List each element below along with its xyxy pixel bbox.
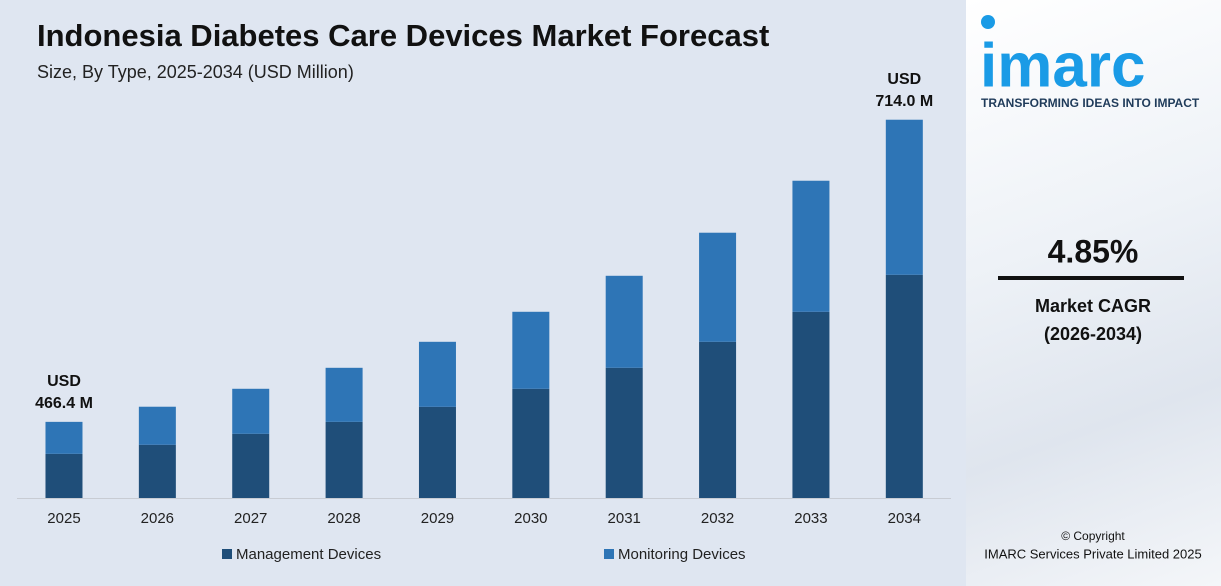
bar-segment <box>792 180 830 312</box>
x-tick-label: 2025 <box>47 510 80 527</box>
cagr-label: Market CAGR <box>1035 296 1151 316</box>
bar-segment <box>885 119 923 275</box>
bar-segment <box>138 406 176 445</box>
cagr-value: 4.85% <box>1048 233 1139 269</box>
sidebar-graphic: imarc TRANSFORMING IDEAS INTO IMPACT 4.8… <box>980 15 1202 561</box>
total-label: 714.0 M <box>875 93 933 110</box>
cagr-period: (2026-2034) <box>1044 324 1142 344</box>
bar-segment <box>885 274 923 498</box>
logo: imarc <box>980 31 1145 100</box>
total-label: USD <box>47 373 81 390</box>
total-label: USD <box>887 71 921 88</box>
bar-segment <box>699 341 737 498</box>
copyright: © Copyright <box>1061 529 1125 543</box>
bar-segment <box>699 232 737 342</box>
x-tick-label: 2028 <box>327 510 360 527</box>
bar-segment <box>512 388 550 498</box>
x-tick-label: 2032 <box>701 510 734 527</box>
x-tick-label: 2033 <box>794 510 827 527</box>
bar-segment <box>512 311 550 389</box>
bar-segment <box>792 311 830 498</box>
chart-subtitle: Size, By Type, 2025-2034 (USD Million) <box>37 62 354 82</box>
x-tick-label: 2026 <box>141 510 174 527</box>
bar-segment <box>418 406 456 498</box>
bar-segment <box>45 421 83 454</box>
x-tick-label: 2031 <box>608 510 641 527</box>
x-tick-label: 2029 <box>421 510 454 527</box>
total-label: 466.4 M <box>35 395 93 412</box>
bar-segment <box>605 367 643 498</box>
x-tick-label: 2030 <box>514 510 547 527</box>
x-tick-label: 2034 <box>888 510 921 527</box>
bar-segment <box>605 275 643 368</box>
logo-dot <box>981 15 995 29</box>
bar-segment <box>232 388 270 434</box>
legend-swatch <box>222 549 232 559</box>
tagline: TRANSFORMING IDEAS INTO IMPACT <box>981 96 1200 110</box>
legend-label: Management Devices <box>236 546 381 563</box>
bar-segment <box>418 341 456 407</box>
legend-label: Monitoring Devices <box>618 546 746 563</box>
cagr-rule <box>998 276 1184 280</box>
chart-title: Indonesia Diabetes Care Devices Market F… <box>37 18 769 53</box>
bar-segment <box>325 421 363 498</box>
bar-segment <box>232 433 270 498</box>
bar-segment <box>138 444 176 498</box>
company: IMARC Services Private Limited 2025 <box>984 546 1201 561</box>
sidebar: imarc TRANSFORMING IDEAS INTO IMPACT 4.8… <box>966 0 1221 586</box>
x-tick-label: 2027 <box>234 510 267 527</box>
bar-segment <box>45 453 83 498</box>
legend-swatch <box>604 549 614 559</box>
chart: Indonesia Diabetes Care Devices Market F… <box>17 18 951 563</box>
bar-segment <box>325 367 363 422</box>
